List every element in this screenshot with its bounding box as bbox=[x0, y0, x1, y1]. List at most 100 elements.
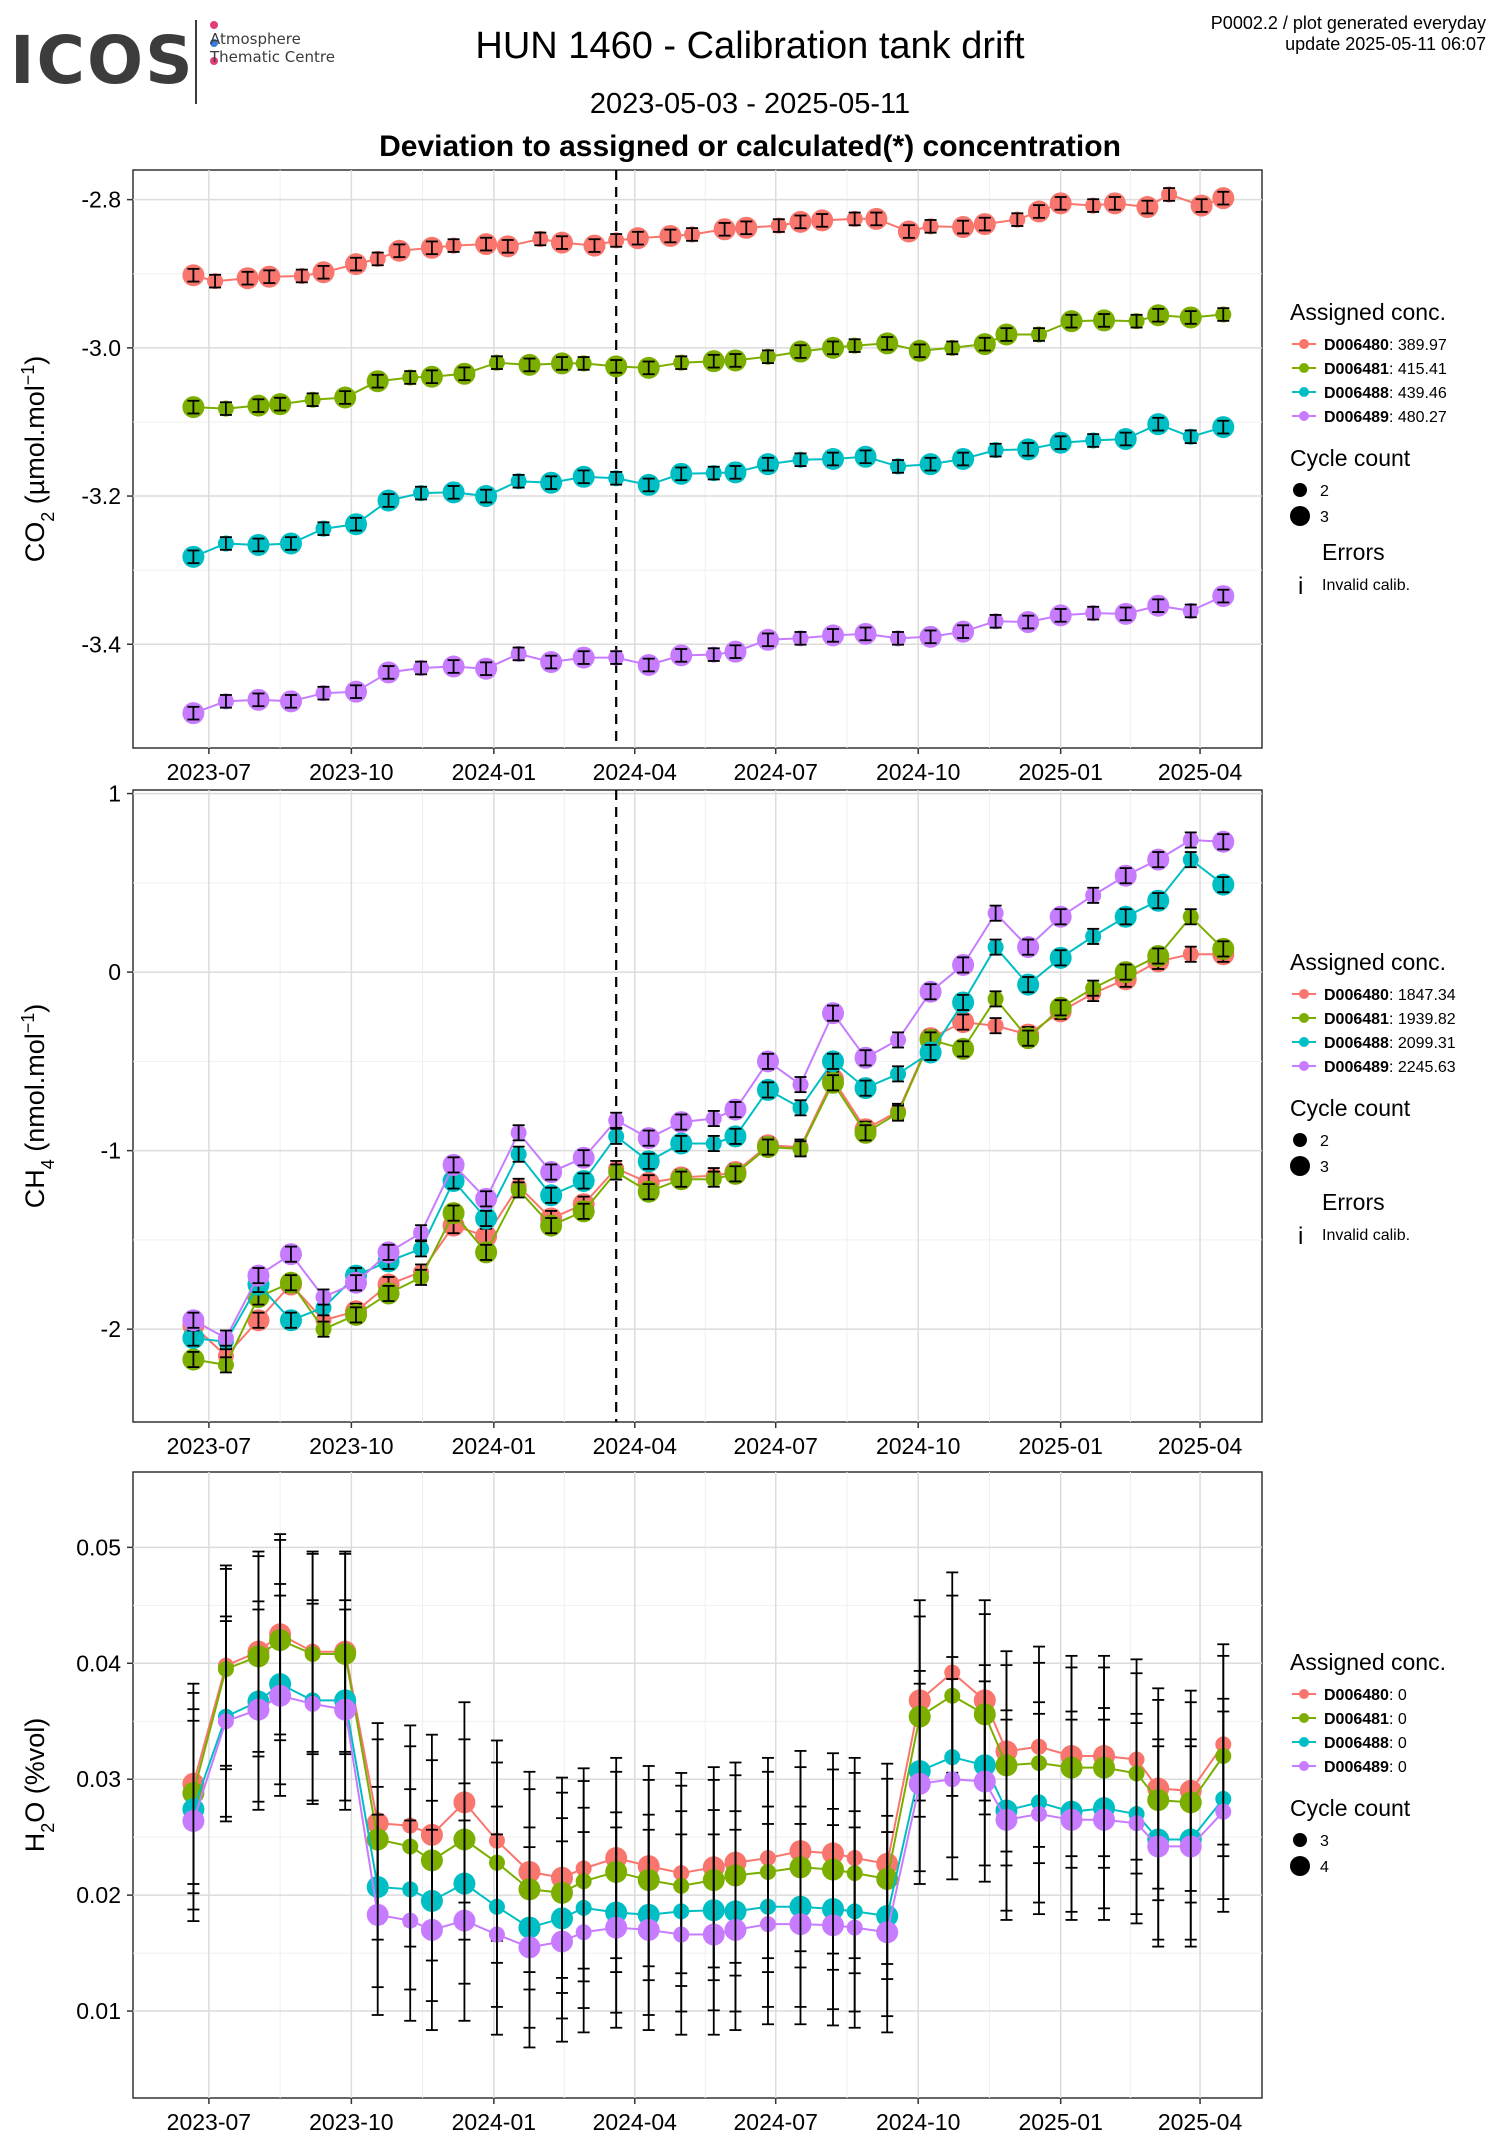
errors-label: Invalid calib. bbox=[1322, 1227, 1410, 1244]
y-axis-label-part: −1 bbox=[18, 1013, 38, 1034]
legend-assigned-value: : 480.27 bbox=[1389, 409, 1447, 426]
y-axis-label: H2O (%vol) bbox=[20, 1718, 58, 1853]
y-tick-label: 1 bbox=[108, 781, 121, 807]
legend-label: D006488: 0 bbox=[1324, 1735, 1407, 1752]
legend-label: D006480: 389.97 bbox=[1324, 337, 1447, 354]
legend-assigned-value: : 2245.63 bbox=[1389, 1059, 1456, 1076]
y-tick-label: 0.03 bbox=[76, 1766, 121, 1792]
x-tick-label: 2024-04 bbox=[593, 1433, 678, 1459]
chart-panel-3: 2023-07 2023-10 2024-01 2024-04 2024-07 2024-… bbox=[20, 1471, 1446, 2135]
legend-assigned-value: : 415.41 bbox=[1389, 361, 1447, 378]
x-tick-label: 2025-04 bbox=[1158, 759, 1243, 785]
series-D006489 bbox=[182, 585, 1235, 725]
legend-series-id: D006488 bbox=[1324, 385, 1389, 402]
legend-title: Assigned conc. bbox=[1290, 949, 1446, 975]
logo-subtext: Atmosphere Thematic Centre bbox=[210, 30, 335, 66]
legend-series-id: D006489 bbox=[1324, 1759, 1389, 1776]
x-tick-label: 2025-04 bbox=[1158, 1433, 1243, 1459]
series-D006489 bbox=[182, 1594, 1232, 2049]
x-tick-label: 2024-07 bbox=[733, 1433, 817, 1459]
cycle-count-key bbox=[1293, 1133, 1307, 1147]
chart-panel-2: 2023-07 2023-10 2024-01 2024-04 2024-07 2024-… bbox=[18, 781, 1456, 1459]
legend-series-id: D006489 bbox=[1324, 1059, 1389, 1076]
x-tick-label: 2024-01 bbox=[452, 1433, 536, 1459]
y-tick-label: -2 bbox=[101, 1316, 121, 1342]
errors-label: Invalid calib. bbox=[1322, 577, 1410, 594]
y-tick-label: -3.4 bbox=[81, 631, 121, 657]
legend-series-id: D006488 bbox=[1324, 1035, 1389, 1052]
x-tick-label: 2023-10 bbox=[309, 759, 393, 785]
y-axis-label: CO2 (µmol.mol−1) bbox=[18, 356, 58, 563]
legend-key-dot bbox=[1299, 1013, 1309, 1023]
legend-assigned-value: : 0 bbox=[1389, 1735, 1407, 1752]
x-tick-label: 2023-07 bbox=[167, 1433, 251, 1459]
chart-panel-1: 2023-07 2023-10 2024-01 2024-04 2024-07 2024-… bbox=[18, 169, 1447, 785]
legend-key-dot bbox=[1299, 1037, 1309, 1047]
y-tick-label: -2.8 bbox=[81, 187, 121, 213]
logo-dots-icon bbox=[210, 16, 222, 70]
y-axis-label-part: −1 bbox=[18, 365, 38, 386]
legend-series-id: D006480 bbox=[1324, 1687, 1389, 1704]
invalid-calib-icon: i bbox=[1298, 1223, 1303, 1250]
cycle-count-label: 3 bbox=[1320, 1159, 1329, 1176]
cycle-count-key bbox=[1293, 483, 1307, 497]
legend-label: D006489: 2245.63 bbox=[1324, 1059, 1456, 1076]
cycle-count-title: Cycle count bbox=[1290, 1095, 1411, 1121]
legend-key-dot bbox=[1299, 339, 1309, 349]
y-axis-label-part: 4 bbox=[38, 1159, 58, 1169]
legend-assigned-value: : 2099.31 bbox=[1389, 1035, 1456, 1052]
legend-key-dot bbox=[1299, 1713, 1309, 1723]
legend-label: D006481: 0 bbox=[1324, 1711, 1407, 1728]
x-tick-label: 2025-04 bbox=[1158, 2109, 1243, 2135]
legend-title: Assigned conc. bbox=[1290, 299, 1446, 325]
legend-key-dot bbox=[1299, 411, 1309, 421]
cycle-count-label: 2 bbox=[1320, 1133, 1329, 1150]
y-tick-label: 0.01 bbox=[76, 1998, 121, 2024]
x-tick-label: 2024-07 bbox=[733, 759, 817, 785]
cycle-count-label: 2 bbox=[1320, 483, 1329, 500]
legend-series-id: D006480 bbox=[1324, 337, 1389, 354]
legend-label: D006488: 439.46 bbox=[1324, 385, 1447, 402]
legend-series-id: D006488 bbox=[1324, 1735, 1389, 1752]
x-tick-label: 2025-01 bbox=[1018, 2109, 1102, 2135]
cycle-count-label: 4 bbox=[1320, 1859, 1329, 1876]
y-axis-label-part: (µmol.mol bbox=[20, 385, 50, 512]
legend-series-id: D006481 bbox=[1324, 361, 1389, 378]
errors-title: Errors bbox=[1322, 539, 1385, 565]
x-tick-label: 2024-04 bbox=[593, 2109, 678, 2135]
legend-label: D006481: 415.41 bbox=[1324, 361, 1447, 378]
legend-label: D006488: 2099.31 bbox=[1324, 1035, 1456, 1052]
cycle-count-label: 3 bbox=[1320, 1833, 1329, 1850]
errors-title: Errors bbox=[1322, 1189, 1385, 1215]
y-tick-label: 0.05 bbox=[76, 1534, 121, 1560]
x-tick-label: 2024-10 bbox=[876, 1433, 960, 1459]
x-tick-label: 2023-10 bbox=[309, 1433, 393, 1459]
x-tick-label: 2023-10 bbox=[309, 2109, 393, 2135]
cycle-count-key bbox=[1293, 1833, 1307, 1847]
x-tick-label: 2024-07 bbox=[733, 2109, 817, 2135]
legend-label: D006489: 0 bbox=[1324, 1759, 1407, 1776]
plot-area bbox=[132, 169, 1263, 749]
plot-area bbox=[132, 789, 1263, 1423]
y-axis-label-part: ) bbox=[20, 356, 50, 365]
x-tick-label: 2025-01 bbox=[1018, 1433, 1102, 1459]
x-tick-label: 2024-10 bbox=[876, 759, 960, 785]
cycle-count-key bbox=[1290, 1856, 1310, 1876]
legend-assigned-value: : 1939.82 bbox=[1389, 1011, 1456, 1028]
logo-divider bbox=[195, 20, 197, 104]
generation-info: P0002.2 / plot generated everyday update… bbox=[1211, 13, 1486, 55]
chart-heading: Deviation to assigned or calculated(*) c… bbox=[379, 130, 1121, 163]
legend-assigned-value: : 0 bbox=[1389, 1711, 1407, 1728]
y-axis-label-part: CH bbox=[20, 1169, 50, 1208]
y-tick-label: -3.2 bbox=[81, 483, 121, 509]
legend-key-dot bbox=[1299, 989, 1309, 999]
legend-key-dot bbox=[1299, 1061, 1309, 1071]
y-axis-label-part: CO bbox=[20, 522, 50, 563]
legend-key-dot bbox=[1299, 363, 1309, 373]
y-tick-label: -3.0 bbox=[81, 335, 121, 361]
generation-line-2: update 2025-05-11 06:07 bbox=[1285, 34, 1486, 54]
y-tick-label: 0.02 bbox=[76, 1882, 121, 1908]
legend-series-id: D006489 bbox=[1324, 409, 1389, 426]
y-axis-label-part: (nmol.mol bbox=[20, 1033, 50, 1159]
